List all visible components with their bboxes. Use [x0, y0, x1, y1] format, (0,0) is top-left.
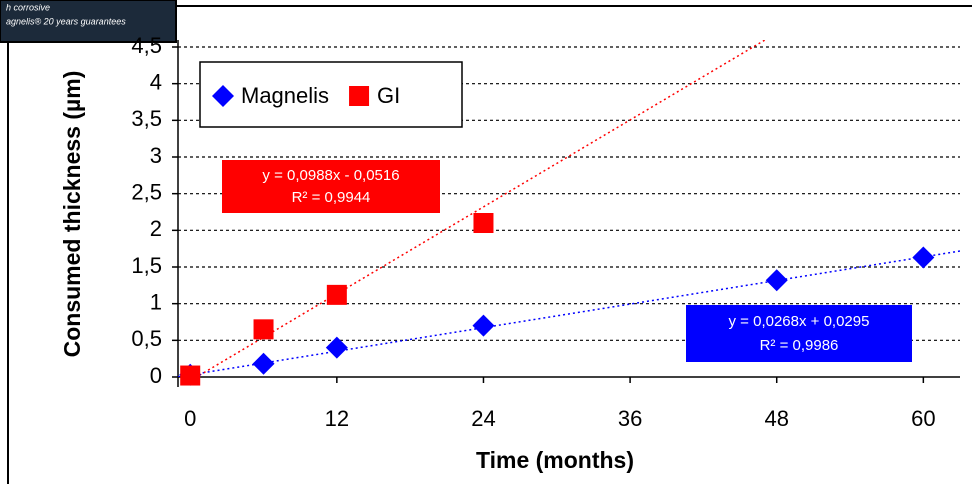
marker-diamond — [252, 352, 275, 375]
y-tick-label: 2,5 — [131, 179, 162, 204]
marker-square — [253, 319, 274, 340]
x-tick-label: 36 — [618, 406, 642, 431]
trend-equation: y = 0,0268x + 0,0295 — [729, 313, 870, 330]
trendline — [178, 250, 960, 377]
y-tick-label: 3 — [150, 143, 162, 168]
y-tick-label: 2 — [150, 216, 162, 241]
trend-r2: R² = 0,9986 — [760, 337, 839, 354]
x-tick-label: 24 — [471, 406, 495, 431]
x-tick-label: 60 — [911, 406, 935, 431]
y-tick-label: 1 — [150, 289, 162, 314]
trend-equation: y = 0,0988x - 0,0516 — [262, 167, 399, 184]
x-tick-label: 48 — [764, 406, 788, 431]
y-tick-label: 0 — [150, 363, 162, 388]
legend-label: GI — [377, 83, 400, 108]
marker-square — [180, 365, 201, 386]
inset-text: agnelis® 20 years guarantees — [6, 16, 126, 26]
marker-diamond — [912, 246, 935, 269]
inset-text: h corrosive — [6, 2, 50, 12]
y-tick-label: 4,5 — [131, 33, 162, 58]
y-tick-label: 4 — [150, 69, 162, 94]
legend-box — [199, 61, 463, 128]
marker-square — [326, 284, 347, 305]
trendline — [195, 40, 767, 377]
inset-image: h corrosive agnelis® 20 years guarantees — [0, 0, 177, 43]
legend-label: Magnelis — [241, 83, 329, 108]
marker-diamond — [212, 85, 234, 107]
trendlines — [178, 40, 960, 377]
y-axis-title: Consumed thickness (µm) — [59, 71, 85, 358]
equation-box — [222, 160, 440, 213]
marker-square — [349, 86, 370, 106]
marker-square — [473, 213, 494, 233]
marker-diamond — [325, 336, 348, 359]
y-tick-label: 1,5 — [131, 253, 162, 278]
y-tick-label: 3,5 — [131, 106, 162, 131]
inset-background — [0, 0, 177, 43]
equation-box — [686, 305, 912, 362]
x-tick-label: 0 — [184, 406, 196, 431]
x-tick-label: 12 — [325, 406, 349, 431]
trend-r2: R² = 0,9944 — [292, 189, 371, 206]
y-tick-label: 0,5 — [131, 326, 162, 351]
marker-diamond — [765, 269, 788, 292]
marker-diamond — [472, 314, 495, 337]
x-axis-title: Time (months) — [476, 447, 634, 473]
